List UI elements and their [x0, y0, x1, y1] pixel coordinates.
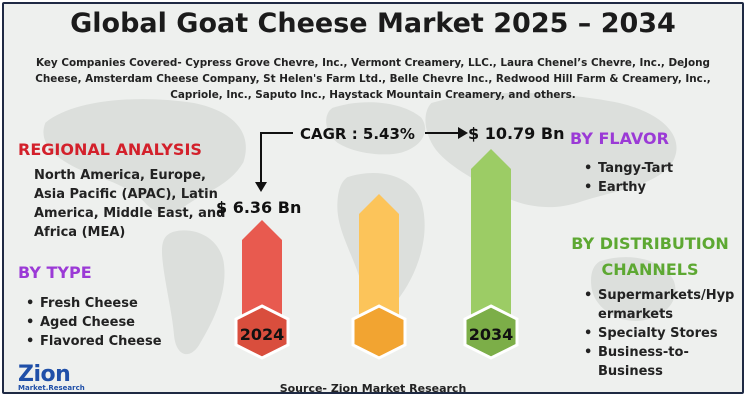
list-item: Fresh Cheese — [24, 294, 162, 313]
key-companies-text: Key Companies Covered- Cypress Grove Che… — [35, 57, 711, 101]
by-flavor-list: Tangy-Tart Earthy — [582, 159, 673, 197]
zion-logo: Zion Market.Research — [18, 362, 85, 393]
bar-middle — [351, 194, 407, 360]
logo-subtitle: Market.Research — [18, 384, 85, 392]
source-caption: Source- Zion Market Research — [279, 382, 467, 394]
list-item: Supermarkets/Hyp ermarkets — [582, 286, 734, 324]
cagr-connector-arrow — [260, 132, 460, 184]
logo-word: Zion — [18, 362, 71, 387]
bar-2034 — [463, 149, 519, 360]
arrow-down-icon — [255, 182, 267, 192]
list-item: Specialty Stores — [582, 324, 732, 343]
list-item: Business-to- Business — [582, 343, 732, 381]
by-distribution-heading-line2: CHANNELS — [601, 260, 699, 279]
by-type-heading: BY TYPE — [18, 263, 92, 282]
by-distribution-list: Supermarkets/Hyp ermarkets Specialty Sto… — [582, 286, 734, 381]
infographic-frame: 2024 2034 Global Goat Cheese Market 2025… — [2, 2, 744, 394]
list-item: Tangy-Tart — [582, 159, 673, 178]
list-item: Earthy — [582, 178, 673, 197]
year-label-2034: 2034 — [469, 325, 514, 344]
page-title: Global Goat Cheese Market 2025 – 2034 — [70, 8, 676, 39]
value-2024: $ 6.36 Bn — [216, 198, 302, 217]
value-2034: $ 10.79 Bn — [468, 124, 565, 143]
list-item: Flavored Cheese — [24, 332, 162, 351]
by-flavor-heading: BY FLAVOR — [570, 129, 669, 148]
list-item: Aged Cheese — [24, 313, 162, 332]
cagr-label: CAGR : 5.43% — [300, 125, 415, 143]
bar-2024 — [234, 220, 290, 360]
regional-analysis-text: North America, Europe, Asia Pacific (APA… — [34, 168, 226, 240]
by-type-list: Fresh Cheese Aged Cheese Flavored Cheese — [24, 294, 162, 351]
year-label-2024: 2024 — [240, 325, 285, 344]
by-distribution-heading: BY DISTRIBUTION CHANNELS — [560, 231, 740, 283]
by-distribution-heading-line1: BY DISTRIBUTION — [571, 234, 729, 253]
market-growth-chart: 2024 2034 — [234, 127, 519, 360]
regional-analysis-heading: REGIONAL ANALYSIS — [18, 140, 202, 159]
arrow-right-icon — [458, 127, 468, 139]
